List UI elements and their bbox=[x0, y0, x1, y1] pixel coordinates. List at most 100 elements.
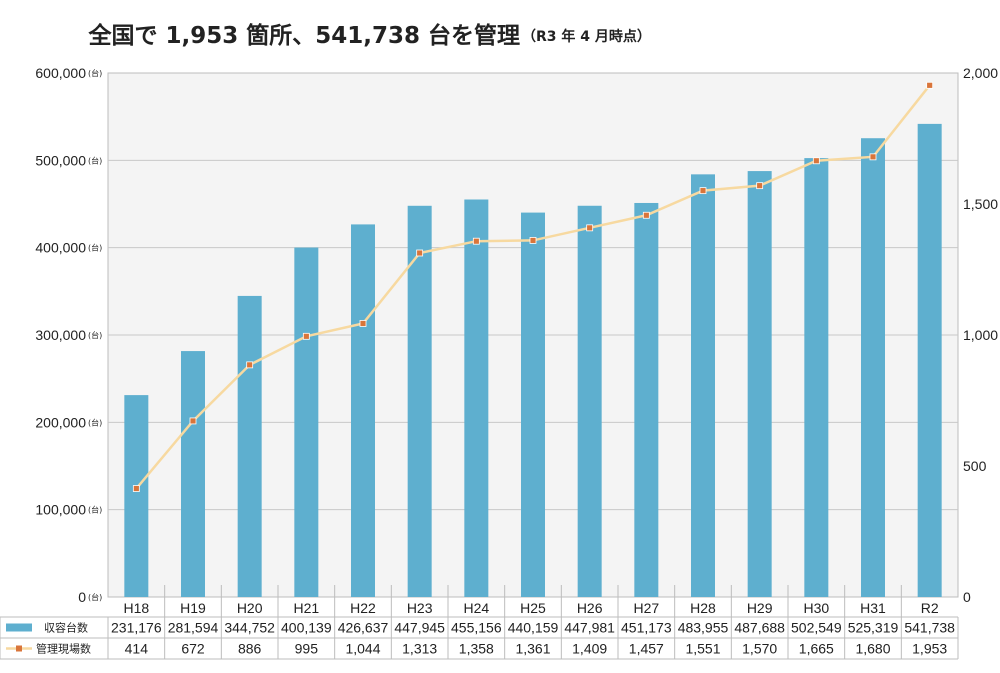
table-cell: 447,981 bbox=[564, 620, 615, 636]
left-tick-label: 500,000 bbox=[35, 152, 86, 168]
table-cell: 483,955 bbox=[678, 620, 729, 636]
chart-title: 全国で 1,953 箇所、541,738 台を管理 bbox=[87, 22, 520, 49]
bar bbox=[124, 395, 149, 597]
right-tick-label: 1,500 bbox=[963, 196, 998, 212]
line-point bbox=[869, 153, 877, 161]
bar bbox=[407, 205, 432, 598]
table-cell: 1,044 bbox=[345, 641, 380, 657]
bar bbox=[634, 202, 659, 597]
line-point bbox=[246, 361, 254, 369]
category-label: H31 bbox=[860, 600, 886, 616]
left-unit-label: (台) bbox=[88, 68, 102, 78]
line-point bbox=[699, 187, 707, 195]
category-label: H23 bbox=[407, 600, 433, 616]
category-label: H30 bbox=[803, 600, 829, 616]
table-cell: 1,457 bbox=[629, 641, 664, 657]
left-tick-label: 400,000 bbox=[35, 240, 86, 256]
right-tick-label: 500 bbox=[963, 458, 987, 474]
table-cell: 447,945 bbox=[394, 620, 445, 636]
table-cell: 487,688 bbox=[734, 620, 785, 636]
line-point bbox=[416, 249, 424, 257]
table-cell: 672 bbox=[181, 641, 205, 657]
table-cell: 451,173 bbox=[621, 620, 672, 636]
legend-swatch-marker bbox=[16, 645, 22, 652]
line-point bbox=[359, 320, 367, 327]
left-tick-label: 0 bbox=[78, 589, 86, 605]
bar bbox=[181, 351, 205, 597]
legend-label: 管理現場数 bbox=[36, 642, 91, 656]
line-series bbox=[132, 81, 934, 492]
category-label: H26 bbox=[577, 600, 603, 616]
left-tick-label: 600,000 bbox=[35, 65, 86, 81]
line-point bbox=[189, 417, 197, 425]
bar bbox=[804, 158, 829, 597]
left-axis: 0 (台)100,000 (台)200,000 (台)300,000 (台)400,00… bbox=[35, 65, 102, 605]
category-label: R2 bbox=[921, 600, 939, 616]
table-cell: 1,313 bbox=[402, 641, 437, 657]
table-cell: 281,594 bbox=[168, 620, 219, 636]
legend-swatch-bar bbox=[6, 623, 32, 632]
table-cell: 231,176 bbox=[111, 620, 162, 636]
category-label: H21 bbox=[293, 600, 319, 616]
left-unit-label: (台) bbox=[88, 592, 102, 602]
bar bbox=[294, 247, 319, 597]
left-tick-label: 200,000 bbox=[35, 414, 86, 430]
left-unit-label: (台) bbox=[88, 417, 102, 427]
left-tick-label: 300,000 bbox=[35, 327, 86, 343]
bar bbox=[917, 123, 942, 598]
table-cell: 344,752 bbox=[224, 620, 275, 636]
table-cell: 1,409 bbox=[572, 641, 607, 657]
table-cell: 541,738 bbox=[904, 620, 955, 636]
line-point bbox=[586, 224, 594, 232]
left-unit-label: (台) bbox=[88, 330, 102, 340]
table-cell: 525,319 bbox=[848, 620, 899, 636]
right-tick-label: 2,000 bbox=[963, 65, 998, 81]
table-cell: 995 bbox=[295, 641, 319, 657]
line-point bbox=[926, 81, 934, 89]
category-label: H27 bbox=[633, 600, 659, 616]
bar bbox=[351, 224, 375, 597]
bar bbox=[691, 174, 715, 598]
table-cell: 502,549 bbox=[791, 620, 842, 636]
left-tick-label: 100,000 bbox=[35, 502, 86, 518]
left-unit-label: (台) bbox=[88, 505, 102, 515]
category-label: H22 bbox=[350, 600, 376, 616]
line-point bbox=[302, 332, 310, 340]
table-cell: 400,139 bbox=[281, 620, 332, 636]
right-tick-label: 0 bbox=[963, 589, 971, 605]
line-point bbox=[642, 211, 650, 219]
bar bbox=[464, 199, 489, 597]
line-point bbox=[472, 237, 480, 245]
table-cell: 414 bbox=[125, 641, 149, 657]
bar bbox=[577, 205, 602, 598]
right-tick-label: 1,000 bbox=[963, 327, 998, 343]
data-table: H18 H19 H20 H21 H22 H23 H24 H25 H26 H27 H28 H29 H30 H… bbox=[0, 585, 959, 660]
table-cell: 1,570 bbox=[742, 641, 777, 657]
category-label: H19 bbox=[180, 600, 206, 616]
category-label: H20 bbox=[237, 600, 263, 616]
category-label: H25 bbox=[520, 600, 546, 616]
bar bbox=[521, 212, 545, 597]
left-unit-label: (台) bbox=[88, 155, 102, 165]
category-label: H18 bbox=[123, 600, 149, 616]
line-point bbox=[756, 182, 764, 190]
legend-label: 収容台数 bbox=[44, 621, 88, 635]
right-axis: 0 500 1,000 1,500 2,000 bbox=[963, 65, 998, 605]
table-cell: 1,953 bbox=[912, 641, 947, 657]
left-unit-label: (台) bbox=[88, 243, 102, 253]
table-cell: 455,156 bbox=[451, 620, 502, 636]
bar bbox=[237, 295, 262, 597]
table-cell: 440,159 bbox=[508, 620, 559, 636]
table-cell: 1,680 bbox=[855, 641, 890, 657]
line-point bbox=[812, 157, 820, 165]
chart-subtitle: （R3 年 4 月時点） bbox=[522, 28, 651, 45]
table-cell: 1,358 bbox=[459, 641, 494, 657]
line-point bbox=[132, 485, 140, 492]
category-label: H28 bbox=[690, 600, 716, 616]
category-label: H29 bbox=[747, 600, 773, 616]
table-cell: 1,551 bbox=[685, 641, 720, 657]
table-cell: 886 bbox=[238, 641, 262, 657]
table-cell: 1,361 bbox=[515, 641, 550, 657]
bar-series bbox=[124, 123, 942, 598]
